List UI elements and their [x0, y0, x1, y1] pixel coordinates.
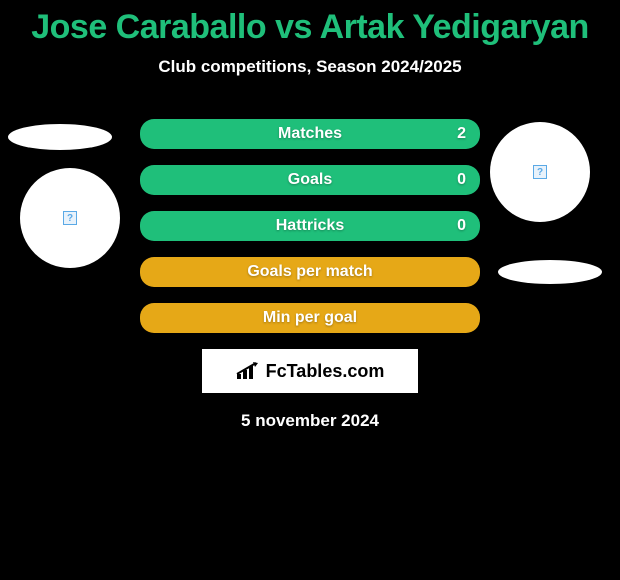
page-title: Jose Caraballo vs Artak Yedigaryan — [0, 0, 620, 47]
stat-label: Goals — [288, 171, 332, 189]
stat-label: Min per goal — [263, 309, 357, 327]
stat-value: 0 — [457, 171, 466, 189]
stat-label: Goals per match — [247, 263, 372, 281]
stat-label: Matches — [278, 125, 342, 143]
stat-row-hattricks: Hattricks 0 — [140, 211, 480, 241]
stats-container: Matches 2 Goals 0 Hattricks 0 Goals per … — [0, 119, 620, 333]
brand-logo[interactable]: FcTables.com — [202, 349, 418, 393]
stat-row-goals-per-match: Goals per match — [140, 257, 480, 287]
stat-row-matches: Matches 2 — [140, 119, 480, 149]
stat-row-min-per-goal: Min per goal — [140, 303, 480, 333]
stat-row-goals: Goals 0 — [140, 165, 480, 195]
stat-label: Hattricks — [276, 217, 344, 235]
page-subtitle: Club competitions, Season 2024/2025 — [0, 57, 620, 77]
brand-label: FcTables.com — [266, 361, 385, 382]
bar-chart-icon — [236, 362, 262, 380]
footer-date: 5 november 2024 — [0, 411, 620, 431]
stat-value: 0 — [457, 217, 466, 235]
stat-value: 2 — [457, 125, 466, 143]
